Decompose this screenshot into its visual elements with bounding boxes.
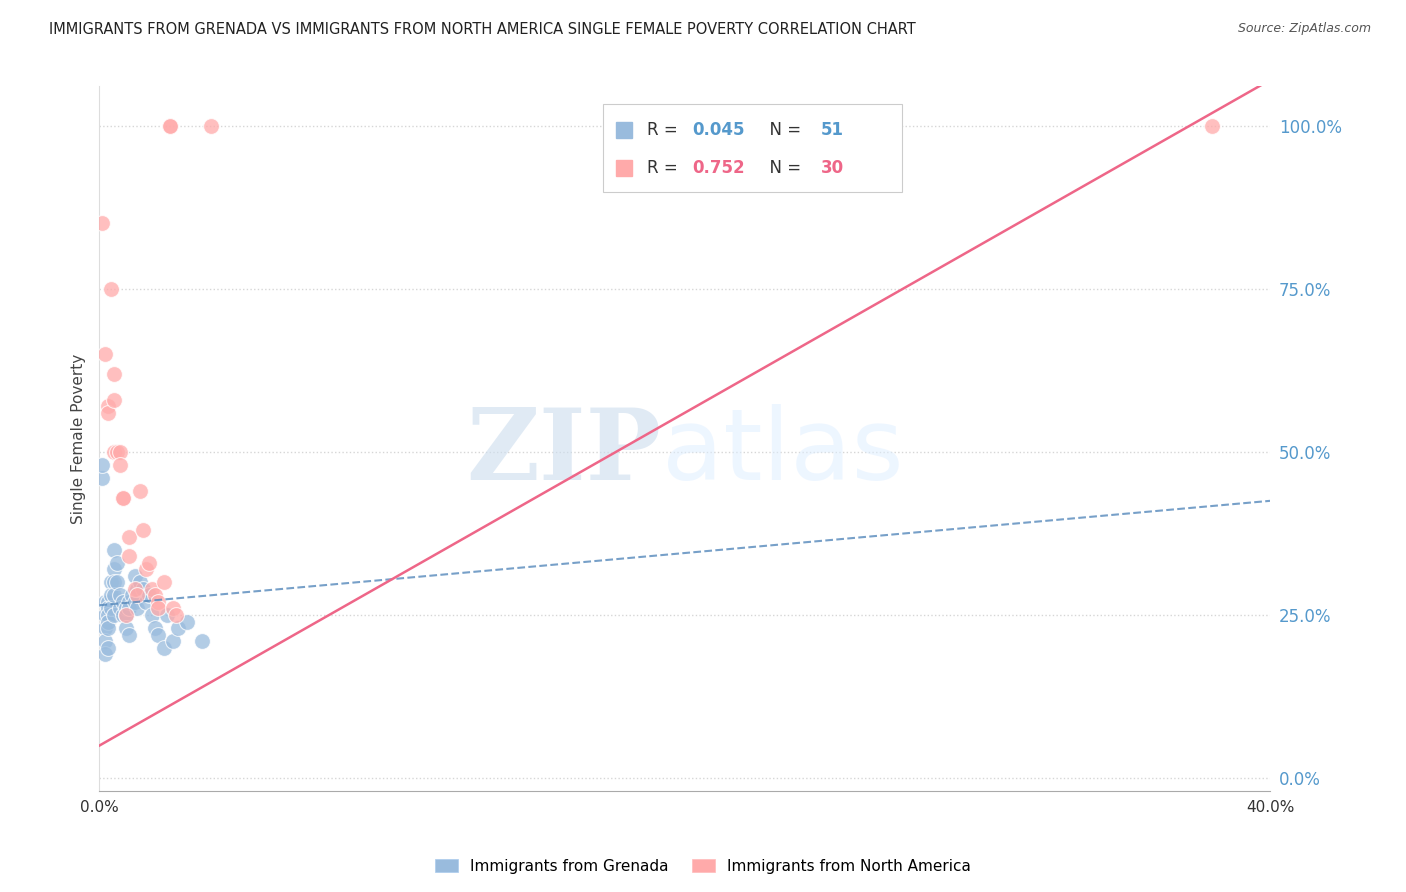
Text: N =: N =: [759, 160, 806, 178]
Text: 0.045: 0.045: [692, 121, 744, 139]
Point: [94, 647, 117, 661]
Point: [127, 601, 149, 615]
Point: [108, 601, 131, 615]
Point: [111, 491, 134, 505]
Point: [118, 530, 141, 544]
Point: [127, 582, 149, 596]
Point: [94, 595, 117, 609]
Point: [103, 562, 125, 576]
Y-axis label: Single Female Poverty: Single Female Poverty: [72, 353, 86, 524]
Point: [108, 458, 131, 472]
Text: atlas: atlas: [662, 404, 903, 501]
Point: [141, 582, 163, 596]
Text: 51: 51: [821, 121, 844, 139]
Point: [146, 595, 169, 609]
Text: R =: R =: [648, 160, 683, 178]
Point: [127, 589, 149, 603]
Point: [103, 589, 125, 603]
Point: [143, 621, 166, 635]
Point: [100, 589, 122, 603]
FancyBboxPatch shape: [603, 104, 901, 192]
Point: [121, 589, 143, 603]
Point: [146, 601, 169, 615]
Point: [141, 607, 163, 622]
Point: [111, 607, 134, 622]
Text: Source: ZipAtlas.com: Source: ZipAtlas.com: [1237, 22, 1371, 36]
Point: [114, 601, 136, 615]
Point: [100, 575, 122, 590]
Point: [124, 569, 146, 583]
Point: [94, 607, 117, 622]
Point: [146, 627, 169, 641]
Point: [103, 445, 125, 459]
Point: [105, 445, 128, 459]
Point: [118, 549, 141, 564]
Point: [97, 601, 120, 615]
Point: [114, 607, 136, 622]
Point: [91, 216, 114, 230]
Point: [111, 595, 134, 609]
Point: [100, 601, 122, 615]
Point: [191, 634, 214, 648]
Point: [91, 471, 114, 485]
Point: [165, 607, 187, 622]
Point: [103, 575, 125, 590]
Legend: Immigrants from Grenada, Immigrants from North America: Immigrants from Grenada, Immigrants from…: [429, 853, 977, 880]
Point: [118, 601, 141, 615]
Point: [135, 595, 157, 609]
Point: [103, 542, 125, 557]
Point: [94, 347, 117, 361]
Point: [162, 634, 184, 648]
Point: [97, 640, 120, 655]
Point: [100, 282, 122, 296]
Point: [108, 445, 131, 459]
Point: [97, 621, 120, 635]
Point: [111, 491, 134, 505]
Text: IMMIGRANTS FROM GRENADA VS IMMIGRANTS FROM NORTH AMERICA SINGLE FEMALE POVERTY C: IMMIGRANTS FROM GRENADA VS IMMIGRANTS FR…: [49, 22, 915, 37]
Point: [200, 119, 222, 133]
Point: [94, 621, 117, 635]
Point: [156, 607, 179, 622]
Point: [129, 575, 152, 590]
Text: ZIP: ZIP: [467, 404, 662, 501]
Point: [143, 589, 166, 603]
Point: [105, 556, 128, 570]
Point: [153, 575, 176, 590]
Point: [118, 595, 141, 609]
Point: [159, 119, 181, 133]
Text: 30: 30: [821, 160, 844, 178]
Point: [138, 589, 160, 603]
Point: [97, 406, 120, 420]
Point: [97, 399, 120, 413]
Point: [167, 621, 190, 635]
Point: [153, 640, 176, 655]
Point: [105, 575, 128, 590]
Point: [103, 392, 125, 407]
Text: N =: N =: [759, 121, 806, 139]
Point: [97, 607, 120, 622]
Point: [94, 634, 117, 648]
Point: [124, 595, 146, 609]
Point: [91, 458, 114, 472]
Point: [159, 119, 181, 133]
Point: [114, 621, 136, 635]
Point: [132, 582, 155, 596]
Point: [103, 607, 125, 622]
Point: [1201, 119, 1223, 133]
Point: [124, 582, 146, 596]
Point: [97, 595, 120, 609]
Text: R =: R =: [648, 121, 683, 139]
Point: [97, 615, 120, 629]
Point: [108, 589, 131, 603]
Text: 0.752: 0.752: [692, 160, 745, 178]
Point: [114, 607, 136, 622]
Point: [176, 615, 198, 629]
Point: [138, 556, 160, 570]
Point: [118, 627, 141, 641]
Point: [135, 562, 157, 576]
Point: [162, 601, 184, 615]
Point: [129, 483, 152, 498]
Point: [132, 523, 155, 537]
Point: [103, 367, 125, 381]
